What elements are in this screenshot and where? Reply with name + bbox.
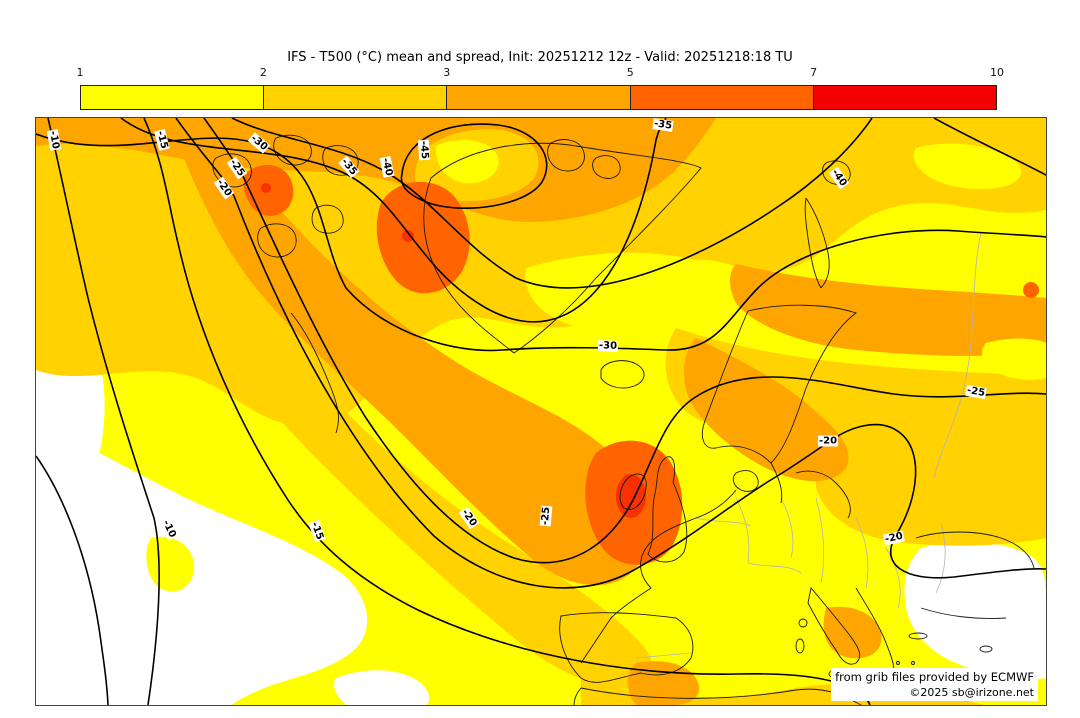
contour--15 <box>143 118 871 705</box>
colorbar-tick-3: 3 <box>443 66 451 79</box>
contour--35-northeast <box>933 118 1046 176</box>
map-title: IFS - T500 (°C) mean and spread, Init: 2… <box>287 50 793 65</box>
contour-label--30: -30 <box>597 340 619 352</box>
contour--10 <box>47 118 160 705</box>
colorbar-segment-7-10 <box>813 86 997 109</box>
spread-colorbar <box>80 85 997 110</box>
colorbar-tick-7: 7 <box>810 66 818 79</box>
weather-map: -10 -15 -20 -25 -30 -35 -40 -45 -35 -40 -30 -25 -20-… <box>35 117 1047 706</box>
coastlines <box>212 134 1035 705</box>
contour-label--25: -25 <box>539 505 553 527</box>
colorbar-tick-2: 2 <box>259 66 267 79</box>
spread-fill-1-2-patches <box>525 143 1046 380</box>
contour--45-closed <box>400 123 548 209</box>
colorbar-segment-3-5 <box>447 86 631 109</box>
contour--40 <box>231 118 873 289</box>
colorbar-tick-10: 10 <box>990 66 1004 79</box>
contour--20 <box>175 118 1046 589</box>
credits-box: from grib files provided by ECMWF ©2025 … <box>831 668 1038 701</box>
colorbar-tick-5: 5 <box>626 66 634 79</box>
contour-corner <box>36 455 109 705</box>
credit-ecmwf: from grib files provided by ECMWF <box>835 670 1034 684</box>
contour-label--20: -20 <box>817 435 839 447</box>
colorbar-segment-2-3 <box>264 86 448 109</box>
spread-fill-1-2-low-core <box>435 139 499 184</box>
contour--25 <box>203 118 1046 564</box>
colorbar-tick-1: 1 <box>76 66 84 79</box>
colorbar-segment-1-2 <box>81 86 265 109</box>
colorbar-segment-5-7 <box>630 86 814 109</box>
spread-fill-3-5 <box>36 118 1046 705</box>
country-borders <box>635 232 982 659</box>
contour-label--45: -45 <box>417 139 431 161</box>
credit-copyright: ©2025 sb@irizone.net <box>909 686 1034 699</box>
map-canvas <box>36 118 1046 705</box>
contour--35-west <box>120 118 667 323</box>
